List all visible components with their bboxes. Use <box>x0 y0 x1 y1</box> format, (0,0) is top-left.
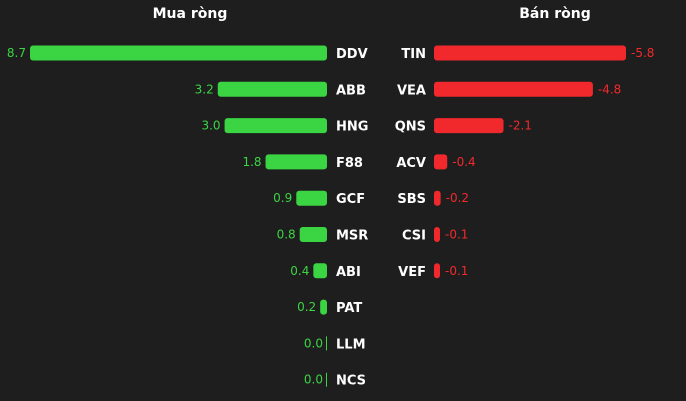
buy-bar-abi <box>313 263 327 279</box>
buy-value-label: 3.2 <box>195 82 214 96</box>
buy-value-label: 0.0 <box>304 336 323 350</box>
buy-value-label: 0.0 <box>304 373 323 387</box>
sell-bar-acv <box>434 154 448 170</box>
sell-bar-sbs <box>434 190 441 206</box>
buy-bar-hng <box>224 118 327 134</box>
buy-bar-gcf <box>296 190 327 206</box>
sell-category-label: VEA <box>397 83 426 98</box>
buy-category-label: ABB <box>336 83 366 98</box>
buy-bar-abb <box>217 81 327 97</box>
sell-bar-csi <box>434 227 440 242</box>
buy-category-label: DDV <box>336 47 368 62</box>
buy-value-label: 0.4 <box>290 264 309 278</box>
buy-category-label: PAT <box>336 301 362 316</box>
sell-panel-title: Bán ròng <box>519 6 591 22</box>
buy-value-label: 1.8 <box>242 155 261 169</box>
sell-value-label: -0.1 <box>445 228 468 242</box>
sell-value-label: -2.1 <box>509 119 532 133</box>
sell-bar-vea <box>434 81 593 97</box>
sell-bar-tin <box>434 45 626 61</box>
buy-category-label: GCF <box>336 192 365 207</box>
sell-value-label: -4.8 <box>598 82 621 96</box>
buy-panel-title: Mua ròng <box>152 6 228 22</box>
buy-category-label: F88 <box>336 156 363 171</box>
buy-bar-ddv <box>30 45 327 61</box>
buy-category-label: ABI <box>336 265 361 280</box>
buy-category-label: NCS <box>336 374 366 389</box>
sell-category-label: SBS <box>397 192 426 207</box>
sell-category-label: VEF <box>398 265 426 280</box>
sell-category-label: TIN <box>401 47 426 62</box>
buy-bar-f88 <box>265 154 327 170</box>
buy-category-label: LLM <box>336 337 366 352</box>
buy-category-label: MSR <box>336 229 368 244</box>
sell-bar-vef <box>434 263 440 279</box>
buy-value-label: 0.8 <box>277 228 296 242</box>
buy-value-label: 0.9 <box>273 191 292 205</box>
buy-category-label: HNG <box>336 120 368 135</box>
buy-value-label: 0.2 <box>297 300 316 314</box>
sell-value-label: -0.2 <box>446 191 469 205</box>
buy-bar-msr <box>299 227 327 242</box>
sell-category-label: QNS <box>395 120 426 135</box>
sell-value-label: -5.8 <box>631 46 654 60</box>
sell-value-label: -0.1 <box>445 264 468 278</box>
buy-value-label: 8.7 <box>7 46 26 60</box>
buy-bar-pat <box>320 299 327 315</box>
buy-value-label: 3.0 <box>201 119 220 133</box>
sell-category-label: CSI <box>402 229 426 244</box>
sell-value-label: -0.4 <box>452 155 475 169</box>
sell-category-label: ACV <box>396 156 426 171</box>
sell-bar-qns <box>434 118 504 134</box>
